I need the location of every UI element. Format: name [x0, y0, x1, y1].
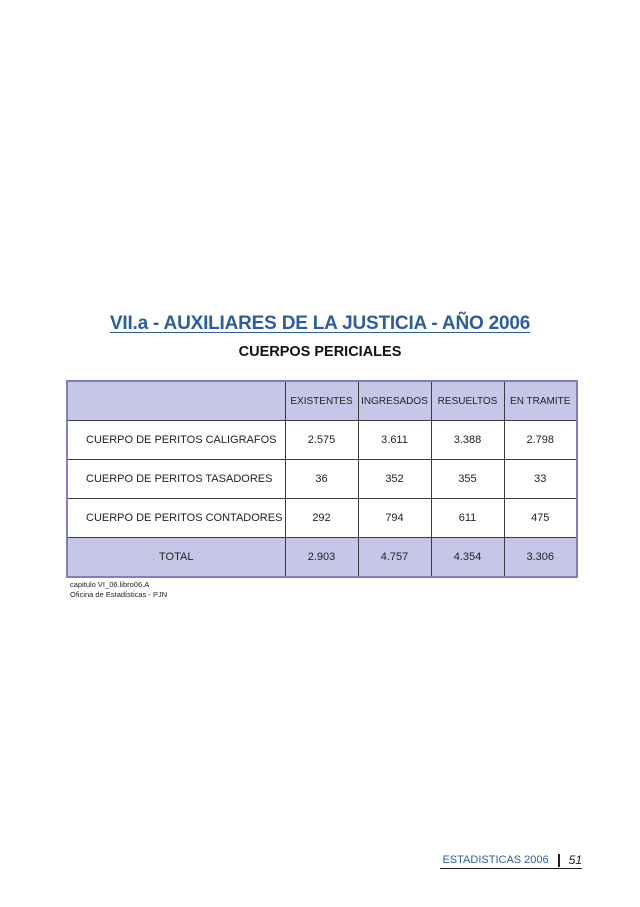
- footer-section: ESTADISTICAS 2006: [442, 854, 549, 866]
- header-cell-existentes: EXISTENTES: [284, 380, 359, 421]
- page-footer: ESTADISTICAS 2006 51: [442, 853, 582, 867]
- cell-en-tramite: 475: [503, 498, 578, 538]
- row-label: CUERPO DE PERITOS CALIGRAFOS: [66, 420, 286, 460]
- table-row: CUERPO DE PERITOS CALIGRAFOS 2.575 3.611…: [66, 420, 578, 460]
- source-note: capitulo VI_06.libro06.A Oficina de Esta…: [70, 580, 167, 599]
- total-label: TOTAL: [66, 537, 286, 578]
- row-label: CUERPO DE PERITOS TASADORES: [66, 459, 286, 499]
- row-label: CUERPO DE PERITOS CONTADORES: [66, 498, 286, 538]
- cell-ingresados: 352: [357, 459, 432, 499]
- footer-rule: [440, 868, 582, 869]
- cell-en-tramite: 33: [503, 459, 578, 499]
- total-ingresados: 4.757: [357, 537, 432, 578]
- data-table: EXISTENTES INGRESADOS RESUELTOS EN TRAMI…: [66, 380, 578, 578]
- table-header-row: EXISTENTES INGRESADOS RESUELTOS EN TRAMI…: [66, 380, 578, 421]
- page-number: 51: [568, 853, 582, 867]
- cell-ingresados: 794: [357, 498, 432, 538]
- cell-existentes: 2.575: [284, 420, 359, 460]
- header-cell-en-tramite: EN TRAMITE: [503, 380, 578, 421]
- source-line-file: capitulo VI_06.libro06.A: [70, 580, 150, 589]
- table-total-row: TOTAL 2.903 4.757 4.354 3.306: [66, 537, 578, 578]
- page-subtitle: CUERPOS PERICIALES: [238, 344, 402, 360]
- cell-ingresados: 3.611: [357, 420, 432, 460]
- footer-separator: [557, 853, 560, 867]
- table-row: CUERPO DE PERITOS TASADORES 36 352 355 3…: [66, 459, 578, 499]
- cell-existentes: 292: [284, 498, 359, 538]
- source-line-office: Oficina de Estadísticas - PJN: [70, 589, 168, 599]
- cell-en-tramite: 2.798: [503, 420, 578, 460]
- cell-resueltos: 355: [430, 459, 505, 499]
- cell-resueltos: 3.388: [430, 420, 505, 460]
- cell-existentes: 36: [284, 459, 359, 499]
- header-cell-resueltos: RESUELTOS: [430, 380, 505, 421]
- total-existentes: 2.903: [284, 537, 359, 578]
- table-row: CUERPO DE PERITOS CONTADORES 292 794 611…: [66, 498, 578, 538]
- total-en-tramite: 3.306: [503, 537, 578, 578]
- page-title: VII.a - AUXILIARES DE LA JUSTICIA - AÑO …: [109, 313, 531, 334]
- total-resueltos: 4.354: [430, 537, 505, 578]
- header-cell-empty: [66, 380, 286, 421]
- header-cell-ingresados: INGRESADOS: [357, 380, 432, 421]
- cell-resueltos: 611: [430, 498, 505, 538]
